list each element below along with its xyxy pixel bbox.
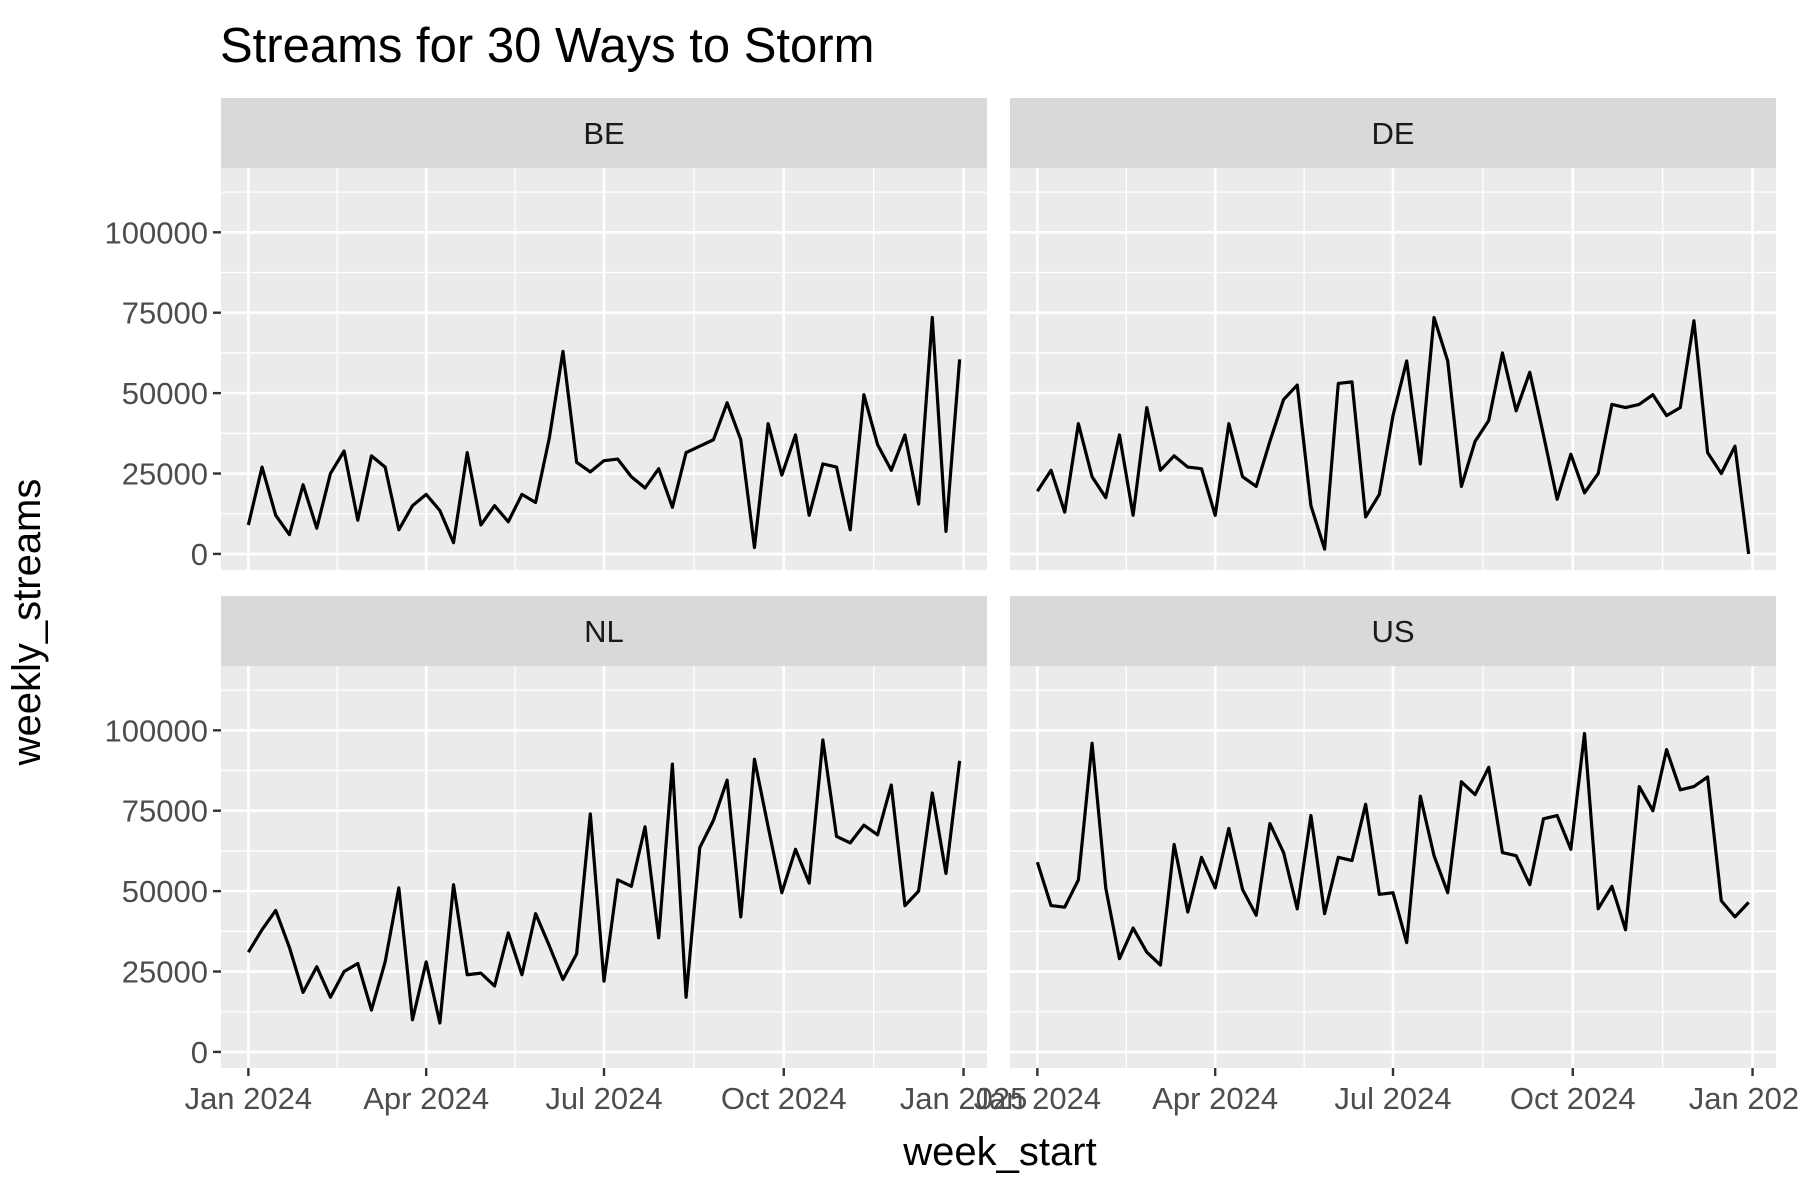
- facet-panels: BE 0 25000 50000 75000 100000 DE NL 0 25000 50000 7…: [105, 98, 1800, 1116]
- y-tick-label: 100000: [105, 713, 208, 748]
- x-tick-label: Jul 2024: [1334, 1081, 1451, 1116]
- facet-strip-label: BE: [583, 116, 624, 151]
- y-tick-label: 100000: [105, 215, 208, 250]
- facet-panel-be: BE 0 25000 50000 75000 100000: [105, 98, 987, 572]
- y-tick-label: 25000: [122, 457, 208, 492]
- x-tick-label: Jan 2025: [1689, 1081, 1800, 1116]
- y-tick-label: 0: [191, 537, 208, 572]
- x-tick-label: Apr 2024: [363, 1081, 489, 1116]
- facet-strip: [221, 98, 987, 168]
- series-line-nl: [246, 738, 962, 1025]
- y-tick-label: 0: [191, 1035, 208, 1070]
- y-tick-label: 75000: [122, 794, 208, 829]
- facet-strip: [1010, 98, 1776, 168]
- facet-panel-us: US Jan 2024 Apr 2024 Jul 2024 Oct 2024 Jan 20…: [974, 596, 1800, 1116]
- x-tick-label: Jan 2024: [185, 1081, 313, 1116]
- facet-strip-label: US: [1371, 614, 1414, 649]
- facet-strip-label: NL: [584, 614, 624, 649]
- y-axis-title: weekly_streams: [5, 479, 49, 767]
- facet-strip: [221, 596, 987, 666]
- x-tick-label: Jul 2024: [545, 1081, 662, 1116]
- facet-strip: [1010, 596, 1776, 666]
- facet-strip-label: DE: [1371, 116, 1414, 151]
- x-axis-title: week_start: [902, 1130, 1096, 1174]
- y-tick-label: 50000: [122, 874, 208, 909]
- chart-title: Streams for 30 Ways to Storm: [220, 19, 874, 73]
- facet-panel-de: DE: [1010, 98, 1776, 570]
- series-line-us: [1035, 731, 1750, 967]
- x-tick-label: Jan 2025: [900, 1081, 1028, 1116]
- facet-panel-nl: NL 0 25000 50000 75000 100000 Jan 2024 Apr 2024…: [105, 596, 1028, 1116]
- series-line-be: [246, 315, 962, 550]
- y-tick-label: 75000: [122, 296, 208, 331]
- x-tick-label: Oct 2024: [1510, 1081, 1636, 1116]
- y-tick-label: 25000: [122, 955, 208, 990]
- x-tick-label: Oct 2024: [721, 1081, 847, 1116]
- x-tick-label: Jan 2024: [974, 1081, 1102, 1116]
- series-line-de: [1036, 315, 1751, 555]
- y-tick-label: 50000: [122, 376, 208, 411]
- x-tick-label: Apr 2024: [1152, 1081, 1278, 1116]
